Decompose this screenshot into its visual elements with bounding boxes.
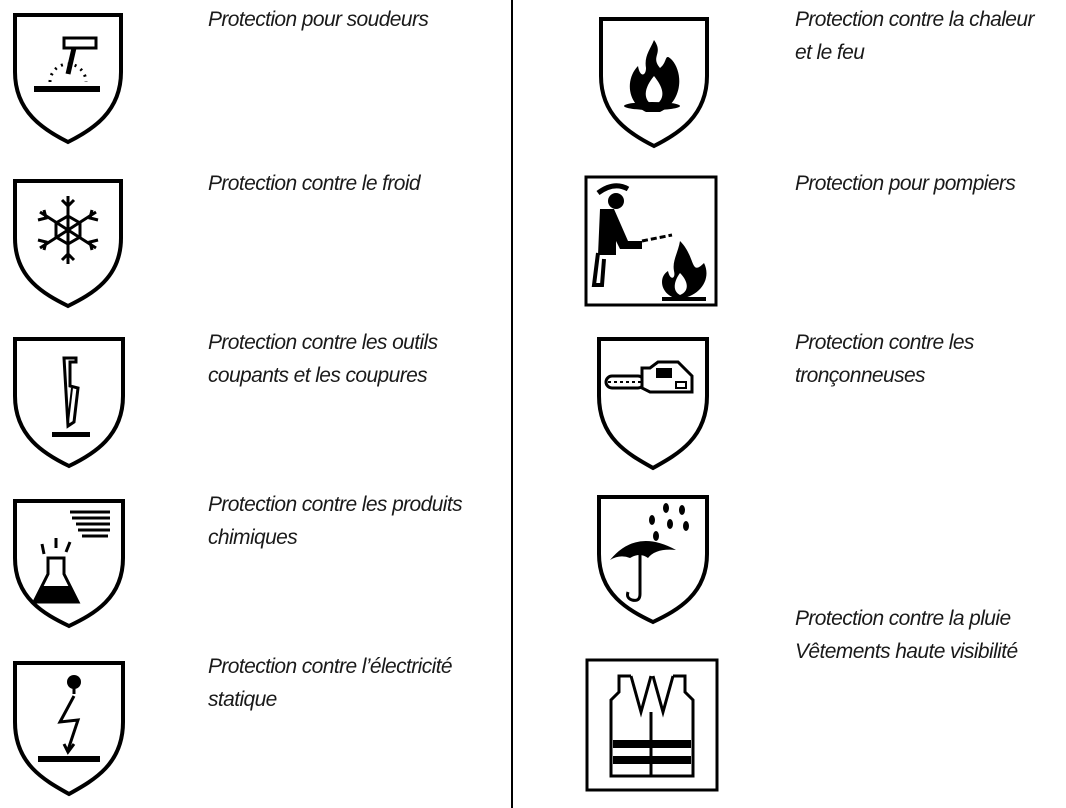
static-electricity-protection-label: Protection contre l’électricité statique	[208, 650, 453, 716]
cold-protection-label: Protection contre le froid	[208, 167, 421, 200]
label-line: Protection contre les produits	[208, 493, 463, 516]
label-line: Protection contre l’électricité	[208, 655, 453, 678]
chainsaw-protection-label: Protection contre les tronçonneuses	[795, 326, 974, 392]
label-line: Protection pour soudeurs	[208, 8, 429, 31]
label-line: coupants et les coupures	[208, 364, 428, 387]
firefighter-protection-icon	[584, 175, 718, 307]
label-line: Protection pour pompiers	[795, 172, 1016, 195]
rain-protection-icon	[596, 494, 710, 625]
static-electricity-protection-icon	[12, 660, 126, 797]
label-line: statique	[208, 688, 277, 711]
chemical-protection-label: Protection contre les produits chimiques	[208, 488, 463, 554]
label-line: Protection contre le froid	[208, 172, 421, 195]
chainsaw-protection-icon	[596, 336, 710, 471]
heat-flame-protection-label: Protection contre la chaleur et le feu	[795, 3, 1034, 69]
chemical-protection-icon	[12, 498, 126, 629]
welding-protection-label: Protection pour soudeurs	[208, 3, 429, 36]
cold-protection-icon	[12, 178, 124, 309]
label-line: Protection contre les	[795, 331, 974, 354]
label-line: Protection contre la chaleur	[795, 8, 1034, 31]
cut-protection-icon	[12, 336, 126, 469]
rain-and-visibility-labels: Protection contre la pluie Vêtements hau…	[795, 602, 1018, 668]
label-line: Protection contre la pluie	[795, 607, 1011, 630]
label-line: Vêtements haute visibilité	[795, 640, 1018, 663]
label-line: et le feu	[795, 41, 865, 64]
label-line: Protection contre les outils	[208, 331, 438, 354]
label-line: tronçonneuses	[795, 364, 926, 387]
cut-protection-label: Protection contre les outils coupants et…	[208, 326, 438, 392]
heat-flame-protection-icon	[598, 16, 710, 149]
column-divider	[511, 0, 513, 808]
welding-protection-icon	[12, 12, 124, 145]
high-visibility-vest-icon	[585, 658, 719, 792]
firefighter-protection-label: Protection pour pompiers	[795, 167, 1016, 200]
label-line: chimiques	[208, 526, 298, 549]
